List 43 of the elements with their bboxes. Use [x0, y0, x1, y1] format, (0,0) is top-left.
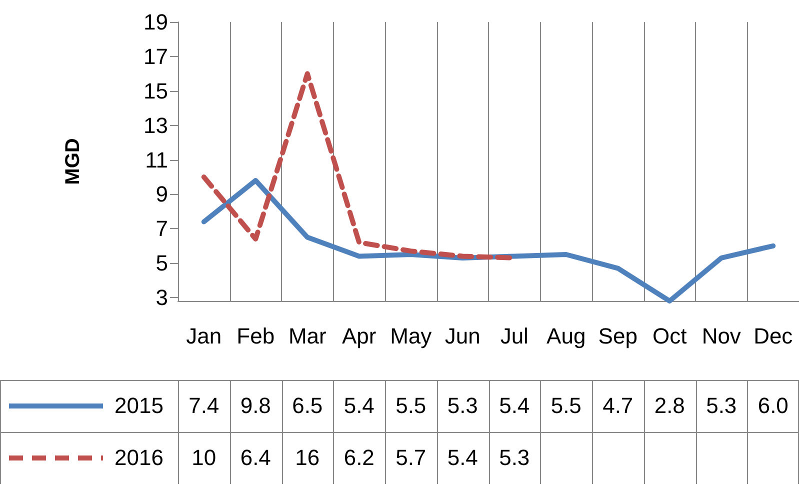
x-tick-label: Aug: [546, 324, 586, 348]
x-tick-label: Feb: [236, 324, 275, 348]
y-axis-title: MGD: [62, 138, 84, 185]
x-tick-label: Apr: [342, 324, 376, 348]
legend-label: 2016: [114, 444, 164, 472]
data-label: 4.7: [602, 392, 634, 420]
x-tick-label: Dec: [754, 324, 793, 348]
y-tick-label: 9: [156, 182, 168, 207]
data-label: 6.2: [342, 444, 376, 472]
legend-label: 2015: [114, 392, 164, 420]
x-tick-label: Sep: [598, 324, 638, 348]
data-label: 5.5: [550, 392, 582, 420]
data-label: 5.3: [498, 444, 531, 472]
x-tick-label: Nov: [702, 324, 741, 348]
x-tick-label: Oct: [652, 324, 687, 348]
data-label: 5.5: [394, 392, 428, 420]
data-label: 7.4: [188, 392, 220, 420]
y-tick-label: 19: [144, 10, 168, 34]
x-tick-label: Jun: [444, 324, 480, 348]
data-label: 9.8: [239, 392, 272, 420]
y-tick-label: 17: [144, 44, 168, 69]
x-tick-label: Mar: [288, 324, 326, 348]
y-tick-label: 11: [145, 147, 168, 172]
data-label: 6.5: [291, 392, 324, 420]
data-label: 6.4: [239, 444, 272, 472]
y-tick-label: 5: [156, 250, 168, 276]
y-tick-label: 15: [144, 78, 168, 104]
data-label: 2.8: [653, 392, 686, 420]
data-label: 5.3: [705, 392, 738, 420]
y-tick-label: 3: [156, 285, 168, 310]
y-tick-label: 7: [156, 216, 168, 242]
data-label: 10: [190, 444, 218, 472]
data-label: 5.4: [342, 392, 376, 420]
x-tick-label: Jan: [186, 324, 222, 348]
data-label: 5.4: [498, 392, 531, 420]
data-label: 5.4: [446, 444, 479, 472]
y-tick-label: 13: [144, 112, 168, 138]
data-label: 16: [294, 444, 321, 472]
x-tick-label: Jul: [500, 324, 528, 348]
data-label: 5.7: [394, 444, 428, 472]
data-label: 5.3: [446, 392, 479, 420]
data-label: 6.0: [756, 392, 790, 420]
x-tick-label: May: [390, 324, 432, 348]
